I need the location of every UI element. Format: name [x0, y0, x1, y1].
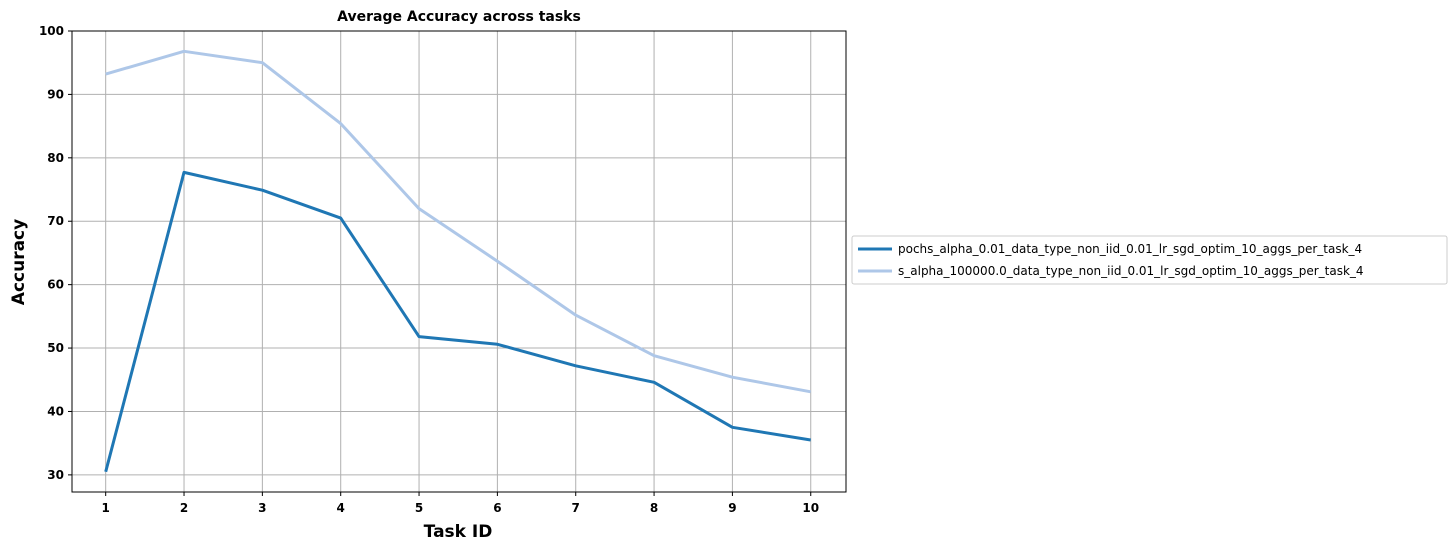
y-tick-label: 50 — [47, 341, 64, 355]
y-tick-label: 30 — [47, 468, 64, 482]
y-axis-label: Accuracy — [9, 219, 29, 305]
x-tick-label: 9 — [728, 501, 736, 515]
plot-frame — [71, 30, 847, 493]
y-tick-label: 70 — [47, 214, 64, 228]
series-lines — [104, 49, 811, 473]
x-tick-label: 3 — [258, 501, 266, 515]
y-tick-label: 60 — [47, 278, 64, 292]
grid-lines — [72, 30, 846, 492]
x-tick-label: 8 — [650, 501, 658, 515]
y-tick-label: 40 — [47, 404, 64, 418]
x-tick-label: 7 — [572, 501, 580, 515]
x-tick-label: 4 — [337, 501, 345, 515]
x-tick-label: 1 — [102, 501, 110, 515]
series-line-2 — [105, 49, 811, 394]
y-tick-label: 90 — [47, 87, 64, 101]
x-tick-label: 6 — [493, 501, 501, 515]
y-tick-label: 80 — [47, 151, 64, 165]
x-tick-label: 10 — [802, 501, 819, 515]
legend-frame — [851, 235, 1448, 285]
y-tick-label: 100 — [39, 24, 64, 38]
legend-label-series-2: s_alpha_100000.0_data_type_non_iid_0.01_… — [898, 264, 1364, 278]
x-tick-label: 2 — [180, 501, 188, 515]
x-axis-label: Task ID — [424, 522, 493, 542]
x-tick-label: 5 — [415, 501, 423, 515]
chart-title: Average Accuracy across tasks — [337, 9, 581, 25]
legend-label-series-1: pochs_alpha_0.01_data_type_non_iid_0.01_… — [898, 242, 1362, 256]
axis-ticks: 1 2 3 4 5 6 7 8 9 10 30 40 50 60 70 80 90 100 — [39, 24, 819, 515]
series-line-1 — [104, 170, 811, 473]
legend: pochs_alpha_0.01_data_type_non_iid_0.01_… — [851, 235, 1448, 285]
